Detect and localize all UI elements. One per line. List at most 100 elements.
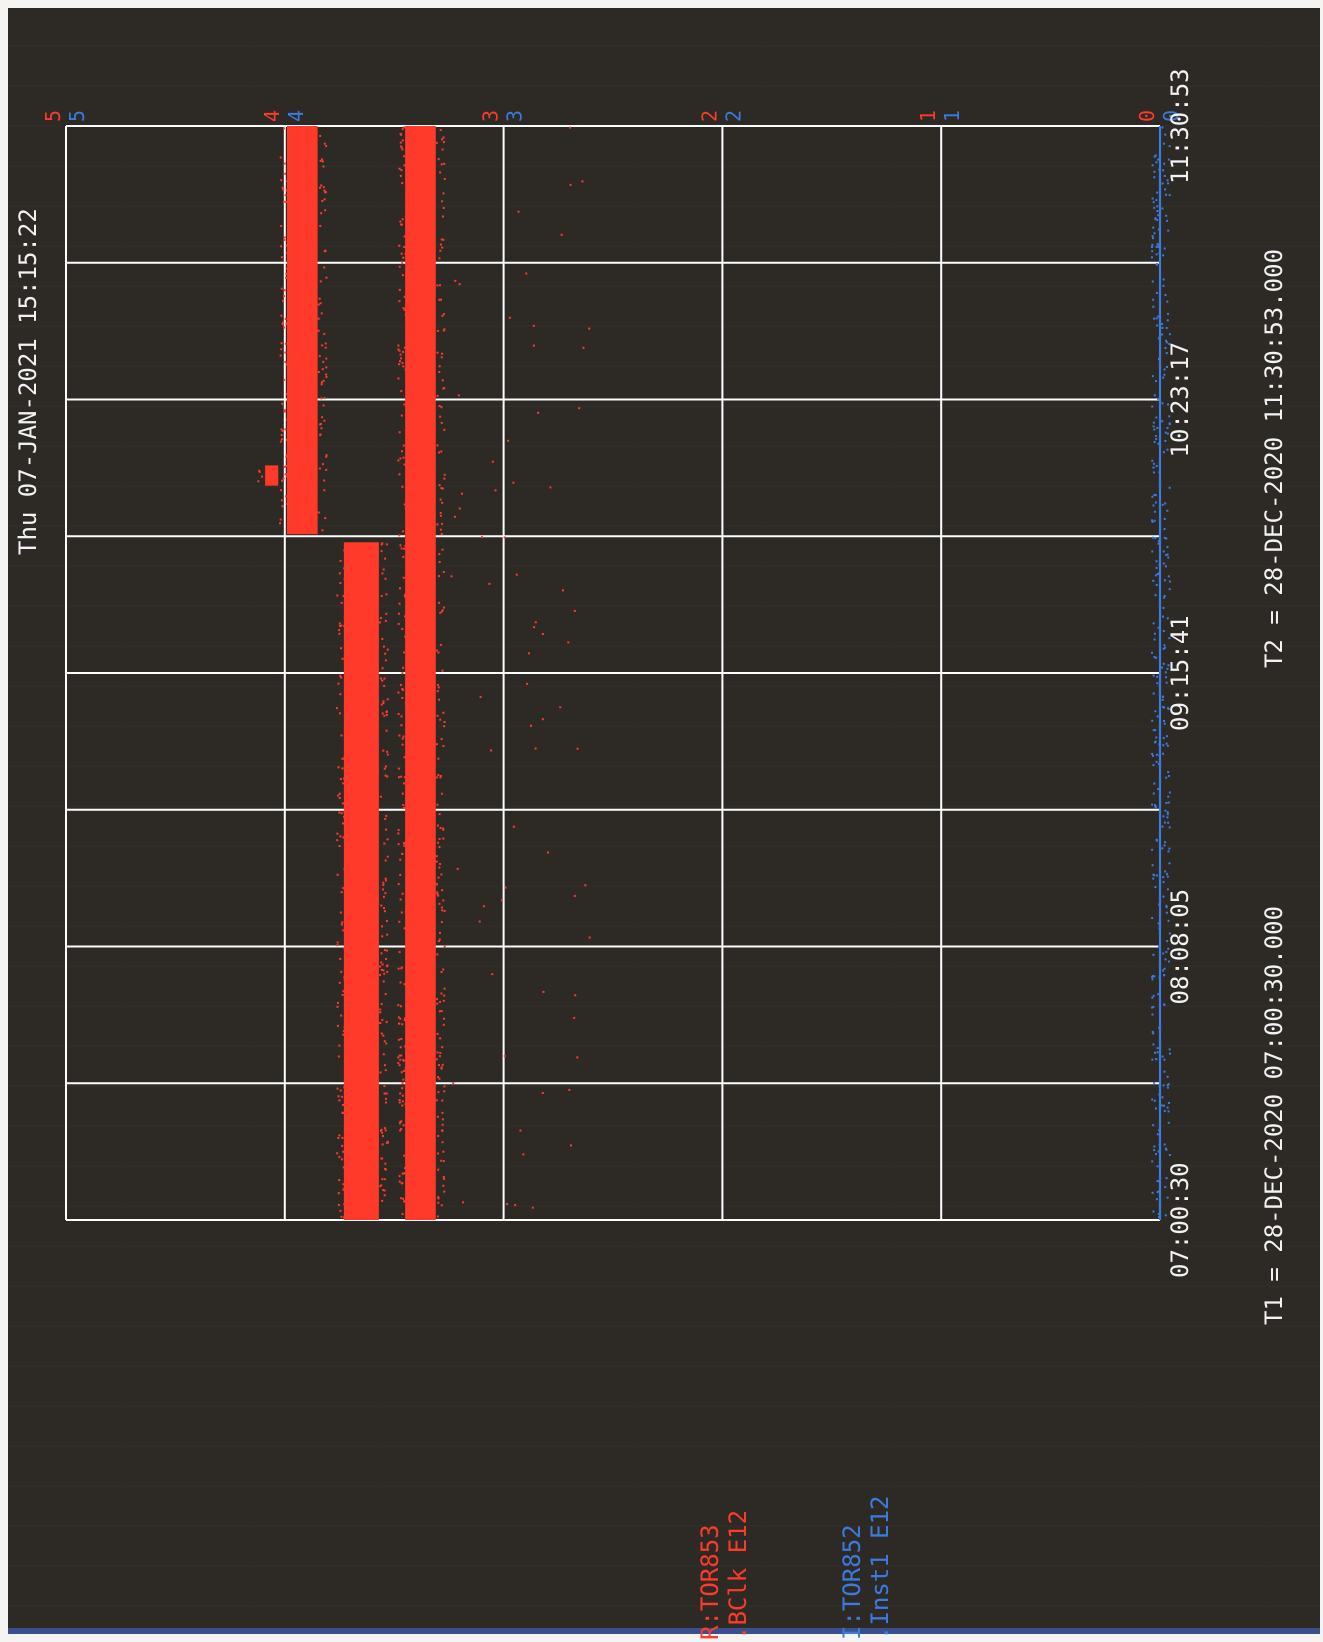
series-point: [343, 815, 346, 818]
series-point: [1151, 459, 1154, 462]
series-point: [1168, 1048, 1171, 1051]
series-point: [338, 632, 341, 635]
series-point: [1154, 217, 1157, 220]
series-point: [442, 837, 445, 840]
series-point: [342, 836, 345, 839]
series-point: [403, 463, 406, 466]
series-point: [384, 1162, 387, 1165]
series-point: [317, 370, 320, 373]
series-point: [1165, 565, 1168, 568]
series-point: [343, 977, 346, 980]
series-point: [442, 313, 445, 316]
series-point: [1152, 622, 1155, 625]
series-point: [541, 1092, 544, 1095]
series-point: [440, 738, 443, 741]
series-point: [401, 892, 404, 895]
series-point: [542, 990, 545, 993]
series-point: [435, 855, 438, 858]
t1-label: T1 = 28-DEC-2020 07:00:30.000: [1260, 906, 1288, 1325]
series-point: [386, 750, 389, 753]
value-tick-label-blue: 3: [503, 110, 527, 122]
series-point: [439, 1037, 442, 1040]
series-point: [404, 215, 407, 218]
series-point: [1168, 580, 1171, 583]
series-point: [399, 1046, 402, 1049]
series-point: [504, 886, 507, 889]
series-point: [438, 561, 441, 564]
series-point: [320, 184, 323, 187]
series-point: [436, 714, 439, 717]
series-point: [342, 1030, 345, 1033]
series-point: [541, 632, 544, 635]
series-point: [403, 615, 406, 618]
series-point: [441, 314, 444, 317]
series-point: [399, 1058, 402, 1061]
series-point: [286, 475, 289, 478]
series-point: [1158, 1143, 1161, 1146]
series-point: [443, 994, 446, 997]
series-point: [385, 543, 388, 546]
series-point: [526, 682, 529, 685]
series-point: [1161, 402, 1164, 405]
series-point: [1165, 537, 1168, 540]
series-point: [440, 992, 443, 995]
series-point: [1153, 632, 1156, 635]
series-point: [405, 1198, 408, 1201]
series-point: [559, 706, 562, 709]
series-point: [342, 777, 345, 780]
series-point: [442, 999, 445, 1002]
series-point: [1151, 520, 1154, 523]
series-point: [397, 459, 400, 462]
series-point: [279, 354, 282, 357]
series-point: [320, 427, 323, 430]
series-point: [402, 1069, 405, 1072]
series-point: [341, 1144, 344, 1147]
series-point: [478, 920, 481, 923]
series-point: [1167, 795, 1170, 798]
series-point: [317, 329, 320, 332]
series-point: [1162, 451, 1165, 454]
series-point: [1155, 656, 1158, 659]
series-point: [286, 438, 289, 441]
series-point: [440, 356, 443, 359]
series-point: [1157, 158, 1160, 161]
series-point: [1164, 809, 1167, 812]
series-point: [258, 470, 261, 473]
series-point: [435, 1058, 438, 1061]
series-point: [386, 949, 389, 952]
series-point: [569, 183, 572, 186]
series-point: [441, 889, 444, 892]
series-point: [1155, 161, 1158, 164]
series-point: [318, 297, 321, 300]
series-point: [404, 1167, 407, 1170]
series-point: [1167, 1110, 1170, 1113]
series-point: [323, 489, 326, 492]
series-point: [567, 641, 570, 644]
series-point: [283, 410, 286, 413]
series-point: [399, 981, 402, 984]
series-point: [336, 832, 339, 835]
series-point: [383, 842, 386, 845]
series-point: [1158, 903, 1161, 906]
series-point: [402, 530, 405, 533]
series-point: [441, 487, 444, 490]
series-point: [343, 1086, 346, 1089]
series-point: [437, 1197, 440, 1200]
series-point: [443, 328, 446, 331]
series-point: [1168, 194, 1171, 197]
series-point: [1151, 1160, 1154, 1163]
series-point: [280, 348, 283, 351]
series-point: [381, 712, 384, 715]
series-point: [1155, 465, 1158, 468]
series-point: [442, 136, 445, 139]
series-point: [319, 280, 322, 283]
series-point: [1164, 958, 1167, 961]
series-point: [284, 495, 287, 498]
series-point: [1168, 791, 1171, 794]
series-point: [283, 236, 286, 239]
series-point: [1153, 206, 1156, 209]
series-point: [1157, 228, 1160, 231]
series-point: [283, 238, 286, 241]
series-point: [398, 431, 401, 434]
